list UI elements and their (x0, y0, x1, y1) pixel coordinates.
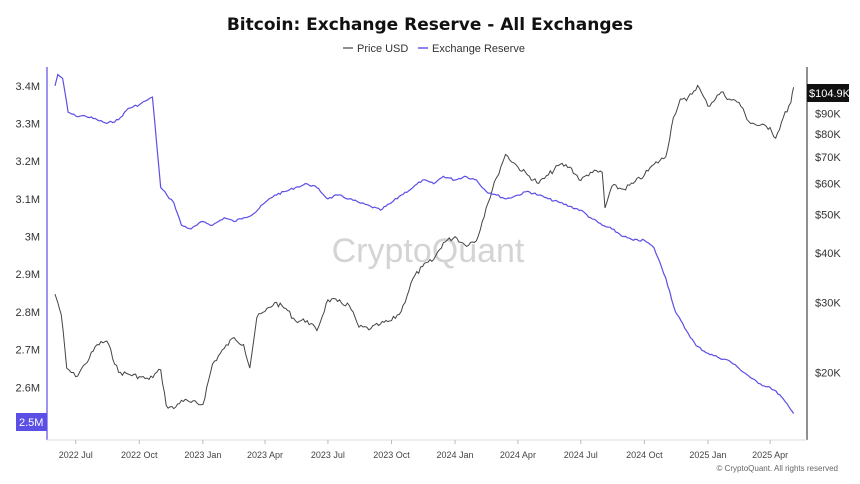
left-tick-label: 3M (25, 232, 40, 244)
left-tick-label: 3.4M (16, 81, 40, 93)
right-tick-label: $60K (815, 178, 841, 190)
x-tick-label: 2022 Jul (59, 450, 93, 460)
price-badge-label: $104.9K (809, 88, 851, 100)
price-current-badge: $104.9K (807, 84, 851, 102)
left-axis-ticks: 3.4M 3.3M 3.2M 3.1M 3M 2.9M 2.8M 2.7M 2.6M 2.5M (16, 81, 40, 432)
price-badge-bg (807, 84, 849, 102)
copyright: © CryptoQuant. All rights reserved (717, 464, 839, 473)
left-tick-label: 2.9M (16, 269, 40, 281)
x-tick-label: 2023 Jul (311, 450, 345, 460)
x-tick-label: 2024 Jan (437, 450, 474, 460)
right-tick-label: $90K (815, 109, 841, 121)
x-tick-label: 2023 Jan (184, 450, 221, 460)
x-tick-label: 2024 Jul (564, 450, 598, 460)
left-tick-label: 2.8M (16, 307, 40, 319)
right-tick-label: $40K (815, 248, 841, 260)
right-axis-ticks: $100K$90K$80K$70K$60K$50K$40K$30K$20K (815, 90, 847, 379)
legend-reserve-label[interactable]: Exchange Reserve (432, 43, 525, 55)
left-tick-label: 2.7M (16, 345, 40, 357)
reserve-badge-label: 2.5M (19, 417, 43, 429)
left-tick-label: 2.6M (16, 382, 40, 394)
x-tick-label: 2023 Oct (373, 450, 410, 460)
x-tick-label: 2022 Oct (121, 450, 158, 460)
x-tick-label: 2024 Oct (626, 450, 663, 460)
x-tick-label: 2025 Apr (752, 450, 788, 460)
x-tick-label: 2024 Apr (500, 450, 536, 460)
right-tick-label: $80K (815, 129, 841, 141)
right-tick-label: $50K (815, 210, 841, 222)
left-tick-label: 3.2M (16, 156, 40, 168)
chart-title: Bitcoin: Exchange Reserve - All Exchange… (227, 15, 633, 35)
series-reserve-line (54, 73, 795, 414)
watermark: CryptoQuant (332, 232, 525, 270)
x-tick-label: 2023 Apr (247, 450, 283, 460)
right-tick-label: $20K (815, 367, 841, 379)
reserve-current-badge: 2.5M (16, 413, 47, 431)
legend-price-label[interactable]: Price USD (357, 43, 408, 55)
left-tick-label: 3.3M (16, 119, 40, 131)
series-price-line (54, 84, 795, 410)
right-tick-label: $70K (815, 152, 841, 164)
legend: Price USD Exchange Reserve (343, 43, 525, 55)
reserve-badge-bg (16, 413, 47, 431)
x-axis-ticks: 2022 Jul 2022 Oct 2023 Jan 2023 Apr 2023 Jul… (59, 440, 788, 460)
right-tick-label: $30K (815, 298, 841, 310)
x-tick-label: 2025 Jan (689, 450, 726, 460)
left-tick-label: 3.1M (16, 194, 40, 206)
